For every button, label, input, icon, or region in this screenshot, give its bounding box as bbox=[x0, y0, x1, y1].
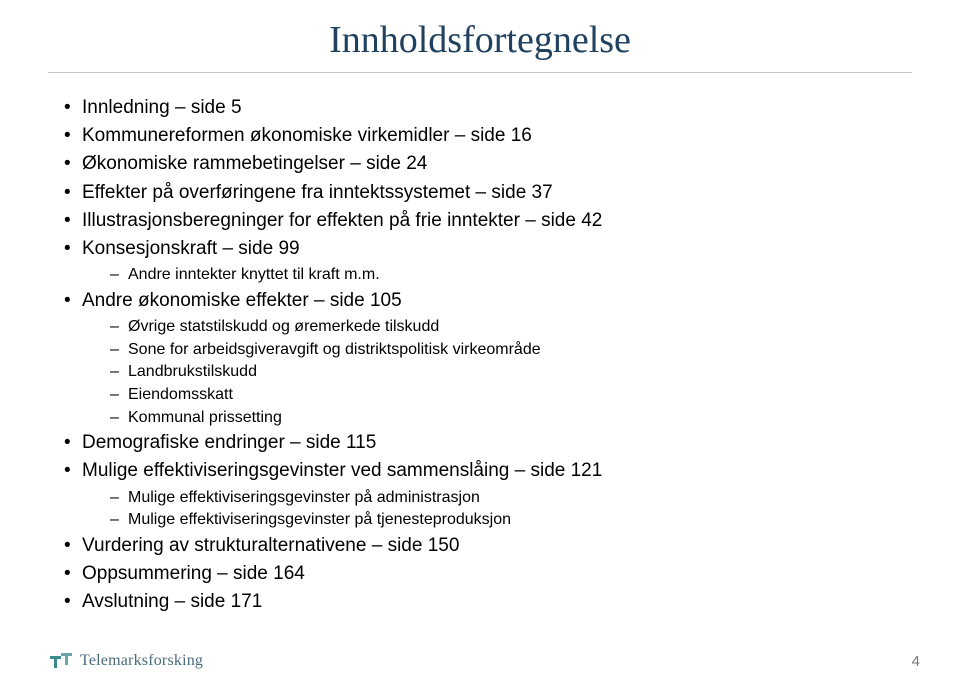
sub-list-item-label: Landbrukstilskudd bbox=[128, 363, 257, 380]
sub-list-item: Mulige effektiviseringsgevinster på tjen… bbox=[110, 509, 912, 531]
sub-list-item: Sone for arbeidsgiveravgift og distrikts… bbox=[110, 339, 912, 361]
list-item-label: Effekter på overføringene fra inntektssy… bbox=[82, 182, 553, 203]
list-item-label: Oppsummering – side 164 bbox=[82, 563, 305, 584]
sub-list-item-label: Øvrige statstilskudd og øremerkede tilsk… bbox=[128, 318, 439, 335]
list-item-label: Demografiske endringer – side 115 bbox=[82, 432, 376, 453]
sub-list-item: Øvrige statstilskudd og øremerkede tilsk… bbox=[110, 316, 912, 338]
sub-list-item-label: Mulige effektiviseringsgevinster på tjen… bbox=[128, 511, 511, 528]
list-item-label: Avslutning – side 171 bbox=[82, 591, 262, 612]
list-item-label: Kommunereformen økonomiske virkemidler –… bbox=[82, 125, 532, 146]
list-item: Oppsummering – side 164 bbox=[64, 561, 912, 587]
sub-list-item: Landbrukstilskudd bbox=[110, 361, 912, 383]
sub-list-item-label: Mulige effektiviseringsgevinster på admi… bbox=[128, 489, 480, 506]
list-item-label: Vurdering av strukturalternativene – sid… bbox=[82, 535, 459, 556]
sub-list-item-label: Sone for arbeidsgiveravgift og distrikts… bbox=[128, 341, 541, 358]
list-item: Mulige effektiviseringsgevinster ved sam… bbox=[64, 458, 912, 530]
list-item: Avslutning – side 171 bbox=[64, 589, 912, 615]
list-item-label: Økonomiske rammebetingelser – side 24 bbox=[82, 153, 427, 174]
list-item: Økonomiske rammebetingelser – side 24 bbox=[64, 151, 912, 177]
list-item-label: Andre økonomiske effekter – side 105 bbox=[82, 290, 402, 311]
sub-list-item: Mulige effektiviseringsgevinster på admi… bbox=[110, 487, 912, 509]
list-item: Kommunereformen økonomiske virkemidler –… bbox=[64, 123, 912, 149]
list-item: Illustrasjonsberegninger for effekten på… bbox=[64, 208, 912, 234]
list-item: Effekter på overføringene fra inntektssy… bbox=[64, 180, 912, 206]
list-item-label: Mulige effektiviseringsgevinster ved sam… bbox=[82, 460, 602, 481]
list-item: Vurdering av strukturalternativene – sid… bbox=[64, 533, 912, 559]
brand-name: Telemarksforsking bbox=[80, 652, 203, 670]
list-item-label: Innledning – side 5 bbox=[82, 97, 242, 118]
list-item: Demografiske endringer – side 115 bbox=[64, 430, 912, 456]
sub-list: Andre inntekter knyttet til kraft m.m. bbox=[82, 264, 912, 286]
sub-list-item-label: Andre inntekter knyttet til kraft m.m. bbox=[128, 266, 380, 283]
slide: Innholdsfortegnelse Innledning – side 5 … bbox=[0, 0, 960, 694]
list-item: Innledning – side 5 bbox=[64, 95, 912, 121]
sub-list-item-label: Eiendomsskatt bbox=[128, 386, 233, 403]
list-item: Konsesjonskraft – side 99 Andre inntekte… bbox=[64, 236, 912, 286]
brand-logo-icon bbox=[48, 650, 74, 672]
list-item-label: Illustrasjonsberegninger for effekten på… bbox=[82, 210, 602, 231]
list-item: Andre økonomiske effekter – side 105 Øvr… bbox=[64, 288, 912, 428]
sub-list-item-label: Kommunal prissetting bbox=[128, 409, 282, 426]
page-title: Innholdsfortegnelse bbox=[48, 18, 912, 73]
list-item-label: Konsesjonskraft – side 99 bbox=[82, 238, 300, 259]
toc-list: Innledning – side 5 Kommunereformen økon… bbox=[48, 95, 912, 615]
sub-list: Mulige effektiviseringsgevinster på admi… bbox=[82, 487, 912, 531]
sub-list-item: Kommunal prissetting bbox=[110, 407, 912, 429]
sub-list-item: Andre inntekter knyttet til kraft m.m. bbox=[110, 264, 912, 286]
page-number: 4 bbox=[912, 653, 920, 670]
sub-list: Øvrige statstilskudd og øremerkede tilsk… bbox=[82, 316, 912, 428]
footer: Telemarksforsking bbox=[48, 650, 203, 672]
sub-list-item: Eiendomsskatt bbox=[110, 384, 912, 406]
